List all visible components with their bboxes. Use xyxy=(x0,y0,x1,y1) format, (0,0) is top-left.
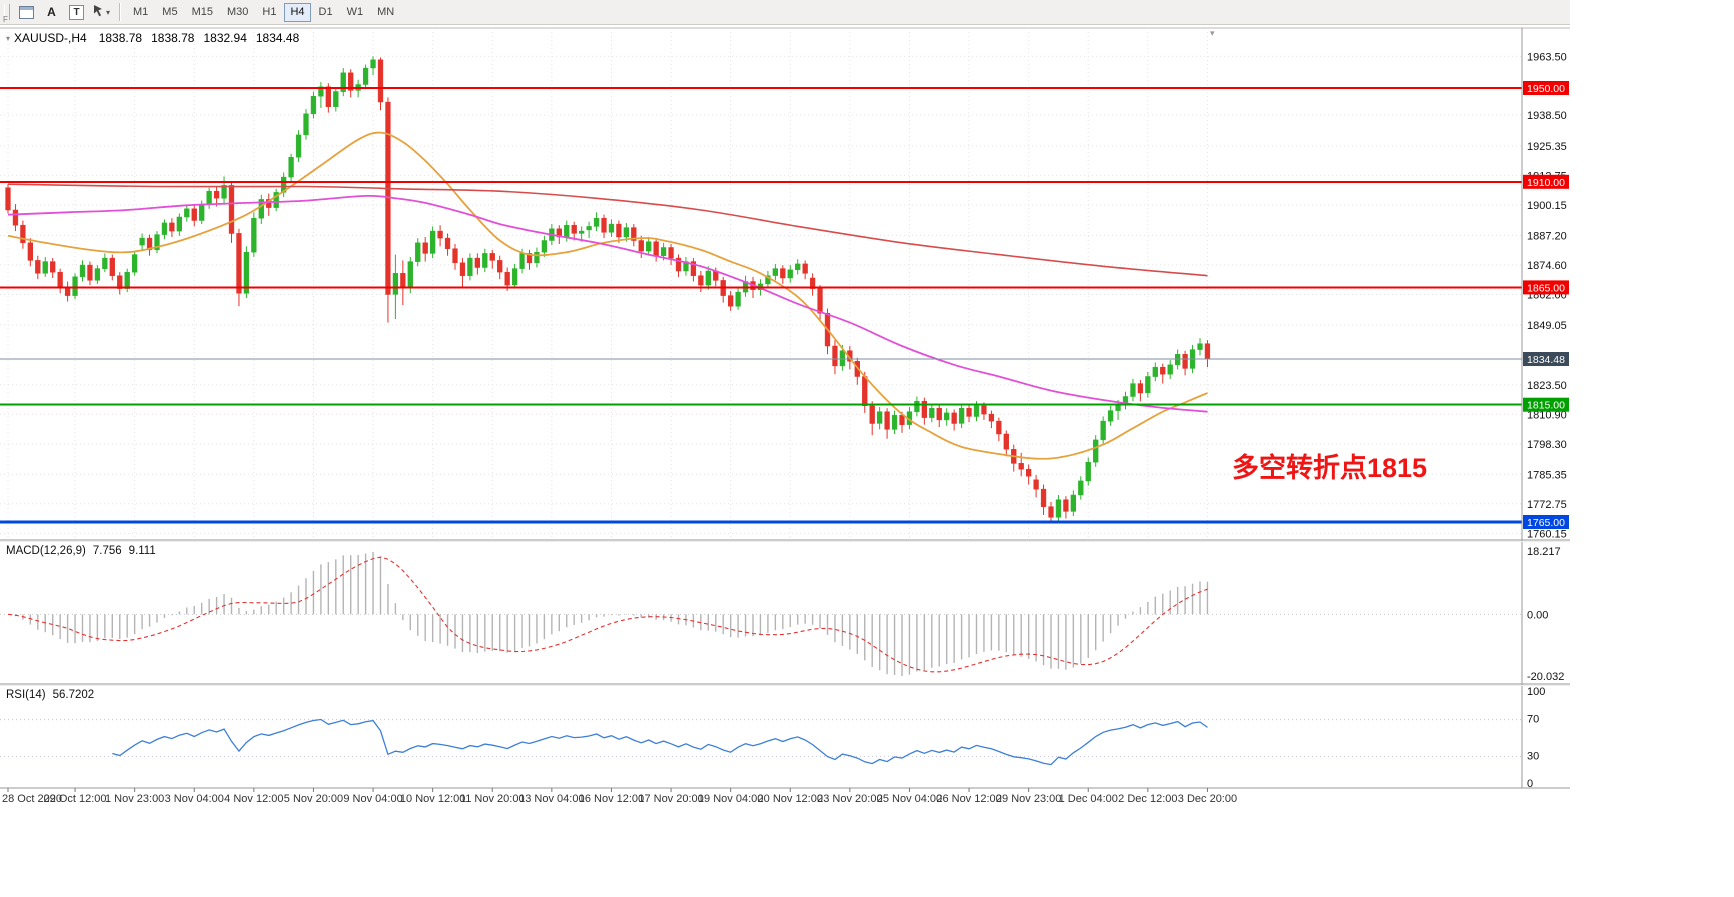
svg-text:23 Nov 20:00: 23 Nov 20:00 xyxy=(817,793,882,805)
svg-text:13 Nov 04:00: 13 Nov 04:00 xyxy=(519,793,584,805)
cursor-tool-button[interactable]: ▾ xyxy=(90,2,113,22)
svg-text:18.217: 18.217 xyxy=(1527,546,1561,558)
chart-canvas[interactable]: 1963.501938.501925.351912.751900.151887.… xyxy=(0,26,1734,897)
timeframe-button-m5[interactable]: M5 xyxy=(156,3,183,22)
rsi-value: 56.7202 xyxy=(52,689,95,701)
macd-value-signal: 9.111 xyxy=(128,545,156,557)
timeframe-button-mn[interactable]: MN xyxy=(371,3,400,22)
svg-text:1910.00: 1910.00 xyxy=(1527,177,1565,189)
svg-text:70: 70 xyxy=(1527,714,1539,726)
svg-text:2 Dec 12:00: 2 Dec 12:00 xyxy=(1118,793,1177,805)
timeframe-button-d1[interactable]: D1 xyxy=(313,3,339,22)
text-box-icon: T xyxy=(69,4,84,20)
ohlc-high: 1838.78 xyxy=(151,31,195,45)
ma-slow-red xyxy=(7,183,1208,277)
rsi-header: RSI(14) 56.7202 xyxy=(6,689,94,701)
svg-text:20 Nov 12:00: 20 Nov 12:00 xyxy=(758,793,823,805)
timeframe-button-w1[interactable]: W1 xyxy=(341,3,370,22)
new-chart-button[interactable] xyxy=(15,2,38,22)
svg-text:3 Nov 04:00: 3 Nov 04:00 xyxy=(165,793,224,805)
text-tool-button[interactable]: T xyxy=(65,2,88,22)
svg-text:100: 100 xyxy=(1527,686,1545,698)
svg-text:1810.90: 1810.90 xyxy=(1527,409,1567,421)
rsi-label: RSI(14) xyxy=(6,689,46,701)
toolbar-separator xyxy=(119,3,122,21)
svg-text:25 Nov 04:00: 25 Nov 04:00 xyxy=(877,793,942,805)
ohlc-open: 1838.78 xyxy=(98,31,143,45)
svg-text:26 Nov 12:00: 26 Nov 12:00 xyxy=(936,793,1001,805)
svg-text:9 Nov 04:00: 9 Nov 04:00 xyxy=(343,793,402,805)
svg-text:16 Nov 12:00: 16 Nov 12:00 xyxy=(579,793,644,805)
svg-text:0: 0 xyxy=(1527,778,1533,790)
symbol-period: XAUUSD-,H4 xyxy=(14,31,87,45)
macd-label: MACD(12,26,9) xyxy=(6,545,86,557)
macd-signal-line xyxy=(7,556,1208,673)
ohlc-close: 1834.48 xyxy=(255,31,300,45)
svg-text:1938.50: 1938.50 xyxy=(1527,110,1567,122)
chart-title: ▾ XAUUSD-,H4 1838.78 1838.78 1832.94 183… xyxy=(6,31,308,45)
annotation-text: 多空转折点1815 xyxy=(1232,453,1428,483)
toolbar-grip[interactable] xyxy=(4,4,10,20)
rsi-line xyxy=(112,718,1208,766)
svg-text:1963.50: 1963.50 xyxy=(1527,51,1567,63)
svg-text:1798.30: 1798.30 xyxy=(1527,439,1567,451)
svg-text:1834.48: 1834.48 xyxy=(1527,354,1565,366)
svg-text:11 Nov 20:00: 11 Nov 20:00 xyxy=(460,793,525,805)
text-label-icon: A xyxy=(47,5,56,19)
svg-text:1887.20: 1887.20 xyxy=(1527,230,1567,242)
chart-dropdown-icon[interactable]: ▾ xyxy=(6,33,11,43)
macd-value-main: 7.756 xyxy=(92,545,122,557)
timeframe-button-m1[interactable]: M1 xyxy=(127,3,154,22)
svg-text:5 Nov 20:00: 5 Nov 20:00 xyxy=(284,793,343,805)
macd-header: MACD(12,26,9) 7.756 9.111 xyxy=(6,545,156,557)
chart-window-icon xyxy=(19,5,34,19)
ohlc-low: 1832.94 xyxy=(203,31,247,45)
svg-text:4 Nov 12:00: 4 Nov 12:00 xyxy=(224,793,283,805)
ma-mid-magenta xyxy=(7,194,1208,413)
toolbar-f-label: F xyxy=(3,15,8,24)
text-label-tool-button[interactable]: A xyxy=(40,2,63,22)
cursor-icon xyxy=(93,4,104,20)
timeframe-button-m30[interactable]: M30 xyxy=(221,3,254,22)
svg-text:-20.032: -20.032 xyxy=(1527,671,1564,683)
svg-text:1823.50: 1823.50 xyxy=(1527,380,1567,392)
svg-text:1925.35: 1925.35 xyxy=(1527,141,1567,153)
svg-text:10 Nov 12:00: 10 Nov 12:00 xyxy=(400,793,465,805)
svg-text:30: 30 xyxy=(1527,750,1539,762)
svg-text:1849.05: 1849.05 xyxy=(1527,320,1567,332)
svg-text:1815.00: 1815.00 xyxy=(1527,400,1565,412)
svg-text:1 Dec 04:00: 1 Dec 04:00 xyxy=(1059,793,1118,805)
chart-area: 1963.501938.501925.351912.751900.151887.… xyxy=(0,26,1734,897)
svg-text:17 Nov 20:00: 17 Nov 20:00 xyxy=(638,793,703,805)
grid xyxy=(0,28,1522,540)
ma-fast-orange xyxy=(7,131,1208,460)
panel-dropdown-icon[interactable]: ▾ xyxy=(1210,28,1215,38)
svg-text:1772.75: 1772.75 xyxy=(1527,499,1567,511)
svg-text:0.00: 0.00 xyxy=(1527,609,1548,621)
svg-text:1760.15: 1760.15 xyxy=(1527,528,1567,540)
svg-text:3 Dec 20:00: 3 Dec 20:00 xyxy=(1178,793,1237,805)
timeframe-button-h4[interactable]: H4 xyxy=(284,2,311,22)
timeframe-button-m15[interactable]: M15 xyxy=(186,3,219,22)
svg-text:28 Oct 2020: 28 Oct 2020 xyxy=(2,793,62,805)
svg-text:29 Oct 12:00: 29 Oct 12:00 xyxy=(44,793,107,805)
chevron-down-icon: ▾ xyxy=(106,7,111,17)
svg-text:1874.60: 1874.60 xyxy=(1527,260,1567,272)
svg-text:1865.00: 1865.00 xyxy=(1527,282,1565,294)
svg-text:1950.00: 1950.00 xyxy=(1527,83,1565,95)
svg-text:1785.35: 1785.35 xyxy=(1527,469,1567,481)
svg-text:1 Nov 23:00: 1 Nov 23:00 xyxy=(105,793,164,805)
svg-text:29 Nov 23:00: 29 Nov 23:00 xyxy=(996,793,1061,805)
svg-text:19 Nov 04:00: 19 Nov 04:00 xyxy=(698,793,763,805)
svg-text:1765.00: 1765.00 xyxy=(1527,517,1565,529)
svg-text:1900.15: 1900.15 xyxy=(1527,200,1567,212)
toolbar: A T ▾ M1 M5 M15 M30 H1 H4 D1 W1 MN F xyxy=(0,0,1570,25)
timeframe-group: M1 M5 M15 M30 H1 H4 D1 W1 MN xyxy=(126,2,401,22)
timeframe-button-h1[interactable]: H1 xyxy=(256,3,282,22)
